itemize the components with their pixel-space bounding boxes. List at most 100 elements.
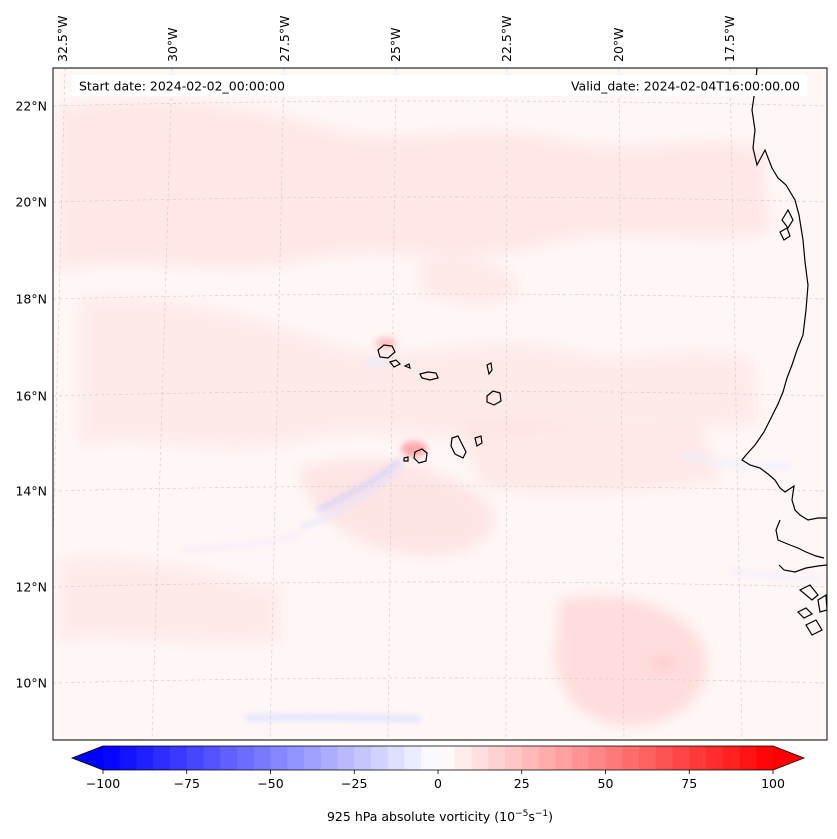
colorbar-segment	[689, 746, 707, 770]
lat-label: 14°N	[15, 484, 47, 499]
lon-label: 17.5°W	[722, 16, 737, 62]
colorbar-segment	[387, 746, 406, 770]
colorbar-segment	[622, 746, 640, 770]
colorbar-segment	[756, 746, 774, 770]
gridline-lat-12	[53, 581, 827, 588]
gridline-lon-27-5	[269, 68, 285, 740]
gridline-lon-32-5	[53, 68, 66, 557]
gridline-lat-18	[53, 293, 827, 300]
lon-label: 27.5°W	[277, 16, 292, 62]
colorbar-segment	[438, 746, 456, 770]
colorbar-segment	[136, 746, 154, 770]
colorbar-tick-label: −25	[341, 776, 367, 791]
colorbar-tick-label: 25	[514, 776, 530, 791]
colorbar-segment	[203, 746, 221, 770]
colorbar-extend-max	[773, 746, 804, 770]
colorbar-segment	[572, 746, 590, 770]
gridline-lat-10	[53, 677, 827, 684]
island-fogo	[413, 448, 428, 464]
date-info-box	[72, 75, 807, 96]
valid-date-label: Valid_date: 2024-02-04T16:00:00.00	[571, 79, 800, 94]
island-santo-antao	[377, 344, 396, 359]
latitude-labels: 22°N 20°N 18°N 16°N 14°N 12°N 10°N	[15, 99, 47, 691]
colorbar-title-exp1: −5	[515, 809, 528, 819]
colorbar-tick-label: −100	[86, 776, 120, 791]
colorbar-segment	[119, 746, 138, 770]
map-frame	[52, 67, 828, 741]
colorbar-segment	[270, 746, 288, 770]
lon-label: 20°W	[611, 27, 626, 62]
lat-label: 18°N	[15, 292, 47, 307]
colorbar-segment	[722, 746, 741, 770]
colorbar-segment	[103, 746, 121, 770]
colorbar-segment	[354, 746, 372, 770]
colorbar-title-suffix: )	[548, 809, 553, 824]
gridline-lon-17-5	[729, 68, 743, 740]
island-santiago	[450, 435, 467, 459]
gridline-lon-25	[387, 68, 397, 740]
vorticity-island-features	[179, 337, 821, 722]
colorbar-segment	[538, 746, 556, 770]
colorbar-segment	[304, 746, 322, 770]
vorticity-field	[60, 100, 770, 726]
colorbar-title-prefix: 925 hPa absolute vorticity (10	[327, 809, 515, 824]
colorbar-segment	[153, 746, 171, 770]
colorbar-segment	[655, 746, 674, 770]
lon-label: 30°W	[165, 27, 180, 62]
colorbar-segment	[421, 746, 439, 770]
colorbar-ticks: −100 −75 −50 −25 0 25 50 75 100	[86, 770, 785, 791]
island-sao-nicolau	[419, 371, 439, 381]
lat-label: 16°N	[15, 389, 47, 404]
island-brava	[403, 456, 409, 462]
colorbar-tick-label: −50	[257, 776, 283, 791]
colorbar-segment	[739, 746, 757, 770]
lat-label: 12°N	[15, 580, 47, 595]
island-sao-vicente	[388, 359, 402, 368]
gridline-lat-20	[53, 196, 827, 203]
colorbar-title-exp2: −1	[535, 809, 548, 819]
colorbar-segment	[555, 746, 573, 770]
cape-verde-islands	[377, 344, 502, 464]
colorbar-segment	[706, 746, 724, 770]
colorbar-segment	[170, 746, 188, 770]
colorbar-tick-label: −75	[174, 776, 200, 791]
start-date-label: Start date: 2024-02-02_00:00:00	[79, 79, 285, 94]
gridline-lon-20	[618, 68, 625, 740]
colorbar-segments	[72, 746, 804, 770]
gridline-lat-16	[53, 390, 827, 397]
colorbar-segment	[371, 746, 389, 770]
colorbar-title: 925 hPa absolute vorticity (10−5s−1)	[327, 809, 553, 824]
colorbar: −100 −75 −50 −25 0 25 50 75 100 925 hPa absolute…	[70, 745, 806, 824]
colorbar-tick-label: 0	[434, 776, 442, 791]
island-santa-luzia	[403, 363, 411, 369]
lat-label: 20°N	[15, 195, 47, 210]
lat-label: 10°N	[15, 676, 47, 691]
colorbar-segment	[404, 746, 422, 770]
coastline-africa	[741, 68, 827, 636]
colorbar-segment	[186, 746, 205, 770]
colorbar-segment	[237, 746, 255, 770]
colorbar-segment	[605, 746, 623, 770]
colorbar-segment	[488, 746, 506, 770]
gridline-lon-30	[151, 68, 173, 740]
map-panel	[53, 68, 827, 740]
lon-label: 22.5°W	[499, 16, 514, 62]
gridline-lat-22	[53, 100, 827, 107]
colorbar-tick-label: 100	[761, 776, 785, 791]
colorbar-segment	[521, 746, 540, 770]
colorbar-segment	[505, 746, 523, 770]
gridline-lat-14	[53, 485, 827, 492]
lon-label: 32.5°W	[55, 16, 70, 62]
colorbar-segment	[287, 746, 305, 770]
lat-label: 22°N	[15, 99, 47, 114]
colorbar-title-mid: s	[528, 809, 535, 824]
island-boa-vista	[486, 390, 502, 406]
gridline-lon-22-5	[505, 68, 508, 740]
island-maio	[474, 435, 483, 447]
island-sal	[486, 362, 493, 376]
gridlines	[53, 68, 827, 740]
colorbar-segment	[337, 746, 355, 770]
colorbar-tick-label: 75	[681, 776, 697, 791]
colorbar-segment	[588, 746, 607, 770]
